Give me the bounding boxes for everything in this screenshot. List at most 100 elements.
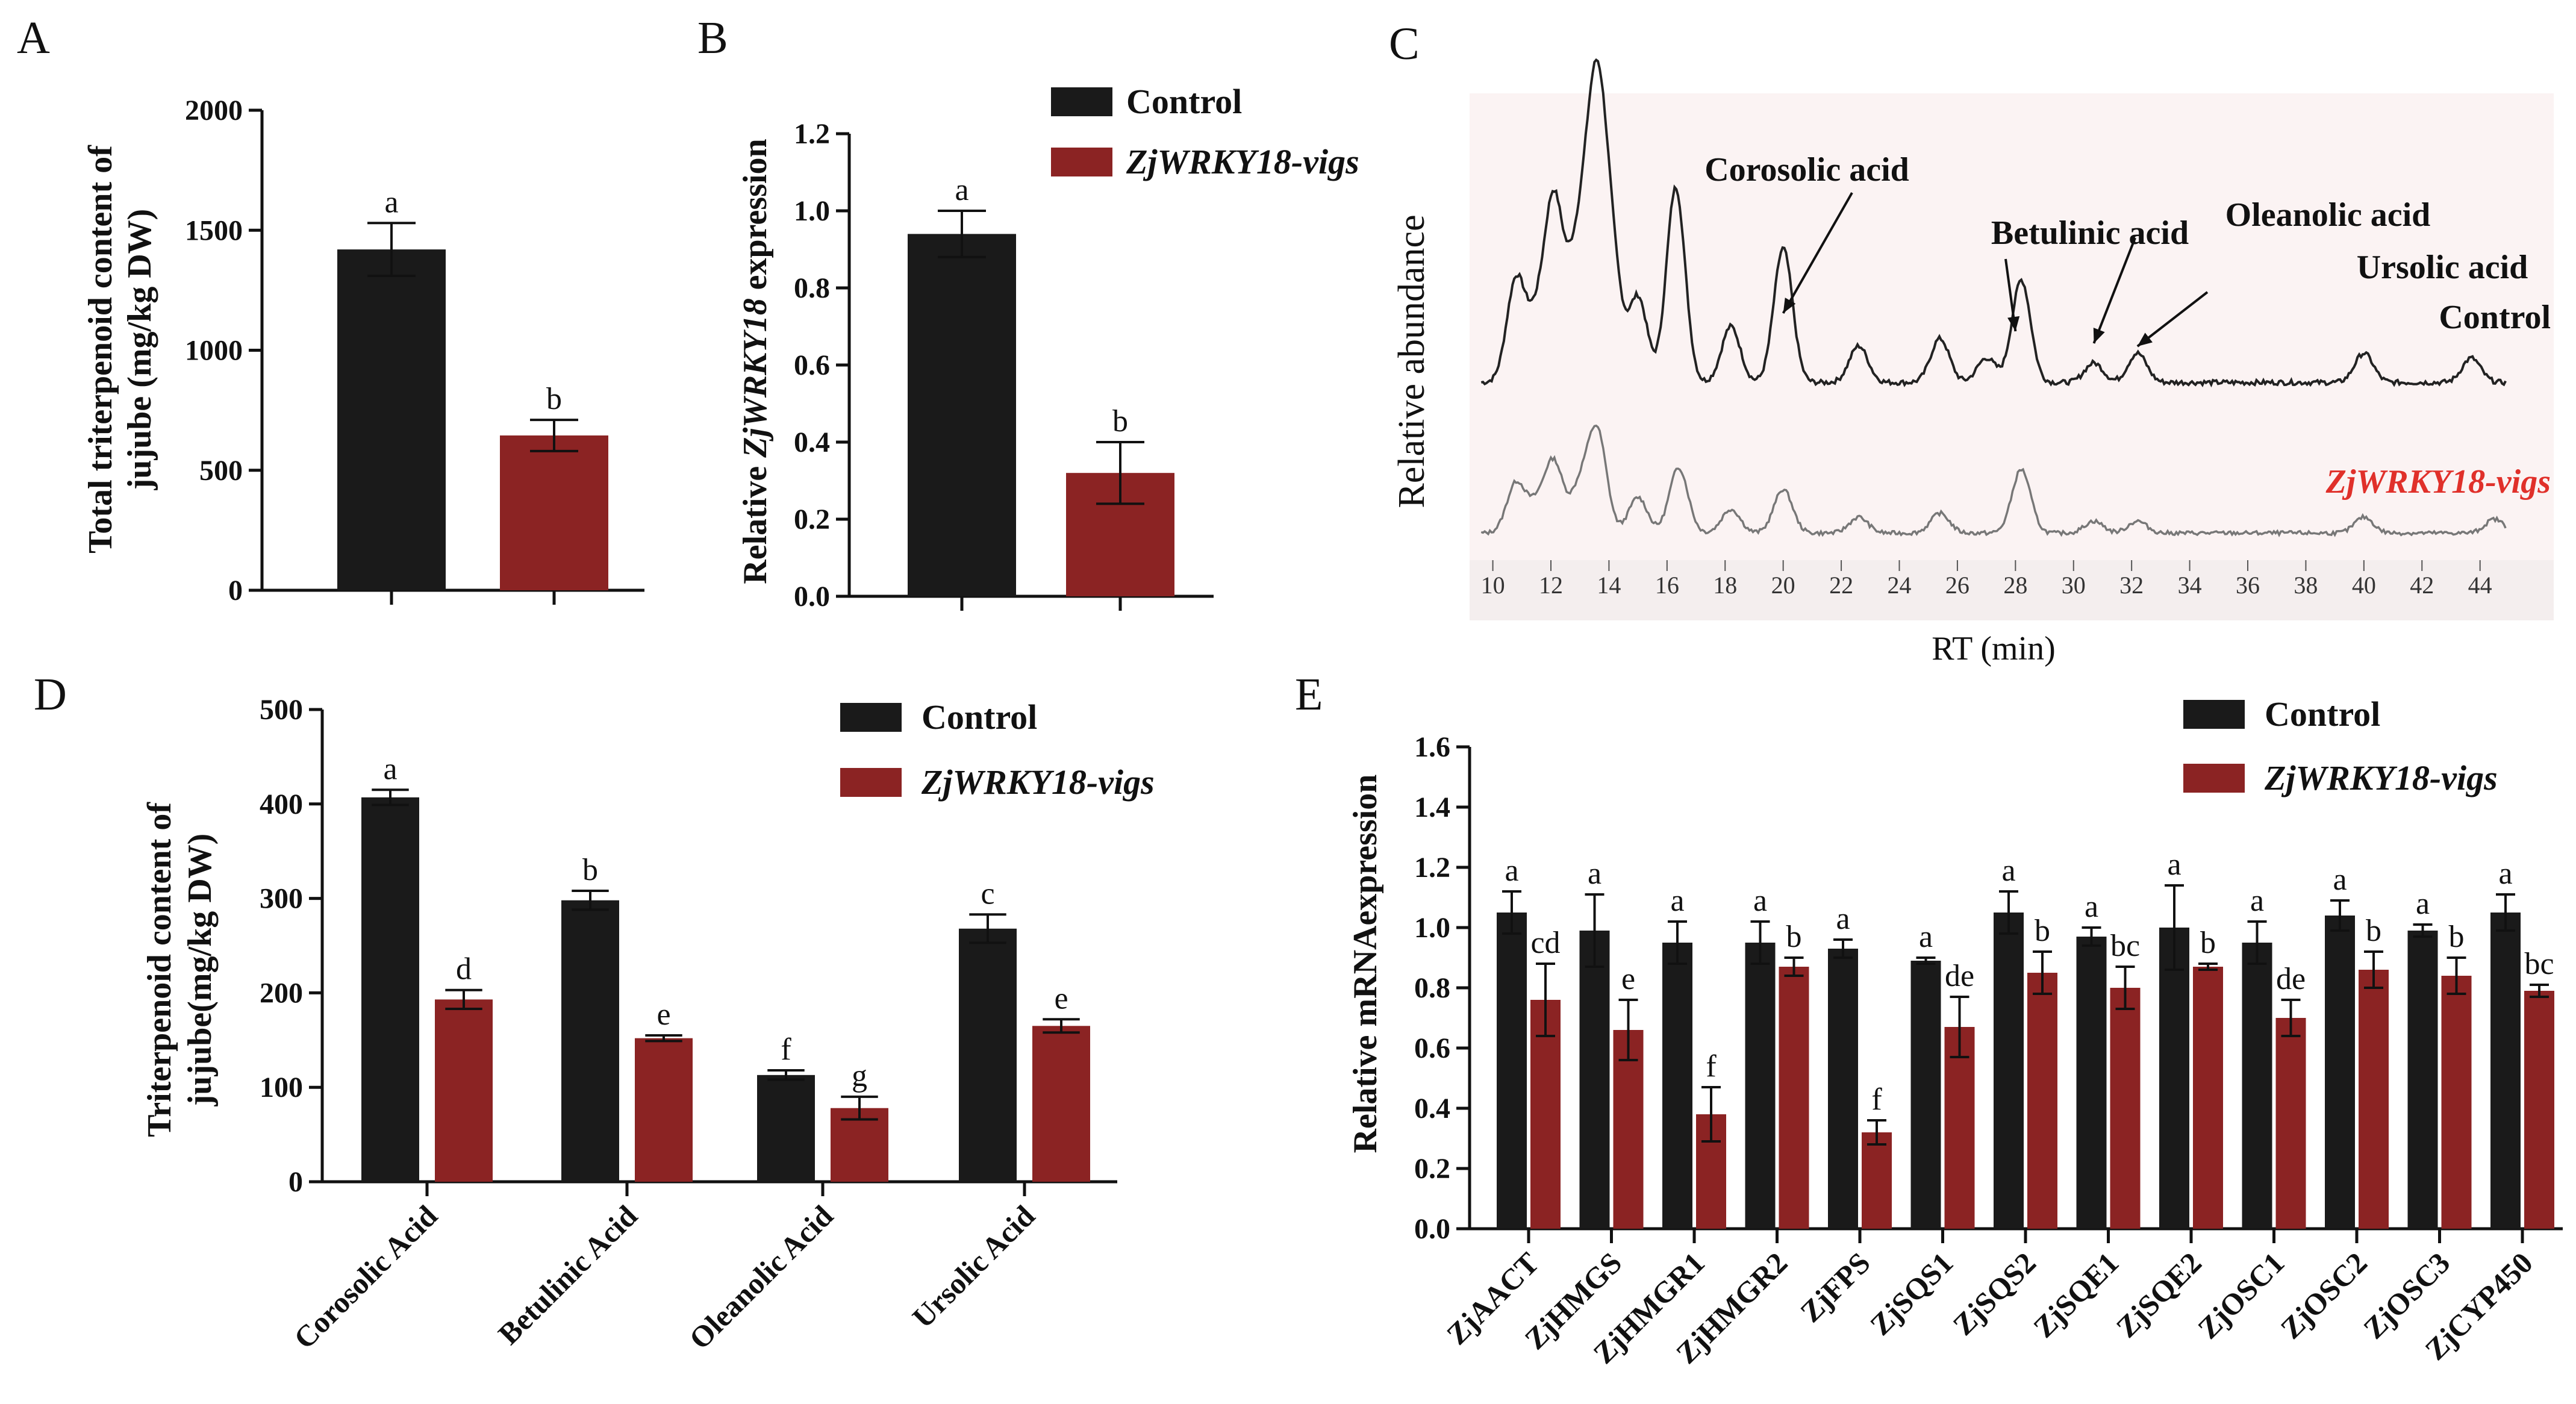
peak-label: Oleanolic acid — [2225, 196, 2431, 234]
rt-tick-label: 10 — [1481, 572, 1505, 599]
legend-d-swatch-vigs — [840, 768, 902, 797]
panel-d-xtick-label: Betulinic Acid — [491, 1199, 644, 1351]
panel-b-y-ticks: 0.0 0.2 0.4 0.6 0.8 1.0 1.2 — [794, 118, 1214, 613]
panel-a-bar-chart: Total triterpenoid content of jujube (mg… — [82, 95, 644, 607]
panel-b-ytick-label: 0.2 — [794, 504, 830, 535]
panel-e-bar — [2407, 931, 2438, 1229]
peak-arrow-head — [2093, 328, 2105, 343]
rt-tick-label: 16 — [1655, 572, 1679, 599]
panel-c-xlabel: RT (min) — [1932, 630, 2056, 667]
panel-e-xtick-label: ZjFPS — [1794, 1246, 1877, 1329]
panel-e-bar — [1530, 1000, 1561, 1229]
panel-b-ytick-label: 1.2 — [794, 118, 830, 150]
legend-b-swatch-vigs — [1051, 148, 1112, 176]
panel-e-xtick-label: ZjSQE2 — [2109, 1246, 2207, 1344]
rt-tick-label: 32 — [2119, 572, 2144, 599]
panel-e-bar-chart: Relative mRNAexpression 0.0 0.2 0.4 0.6 0.8 1… — [1347, 694, 2563, 1370]
panel-b-ytick-label: 0.6 — [794, 349, 830, 381]
panel-e-sig-letter: a — [1919, 920, 1933, 954]
peak-arrow-head — [2007, 316, 2020, 331]
panel-e-ylabel: Relative mRNAexpression — [1347, 775, 1384, 1153]
rt-tick-label: 38 — [2294, 572, 2318, 599]
panel-e-sig-letter: e — [1621, 962, 1635, 996]
panel-d-sig-letter: e — [1054, 981, 1068, 1016]
panel-d-bar — [757, 1075, 815, 1182]
panel-e-sig-letter: a — [1505, 853, 1518, 888]
panel-e-ytick-label: 0.0 — [1414, 1213, 1450, 1245]
panel-b-sig-letter: b — [1112, 404, 1128, 438]
panel-e-bar — [1944, 1027, 1975, 1229]
panel-d-ylabel-line1: Triterpenoid content of — [141, 802, 178, 1137]
panel-e-bar — [1613, 1030, 1644, 1229]
panel-e-bar — [2076, 937, 2107, 1229]
panel-a-bars: ab — [337, 185, 608, 605]
panel-e-ytick-label: 1.0 — [1414, 912, 1450, 944]
peak-arrow-head — [2137, 332, 2153, 346]
panel-c-chromatogram: Relative abundance 10 12 14 16 18 20 22 24 26 28 3… — [1391, 58, 2554, 667]
panel-letter-d: D — [34, 669, 67, 720]
panel-e-ytick-label: 0.2 — [1414, 1153, 1450, 1185]
panel-e-sig-letter: a — [1670, 884, 1684, 918]
panel-e-bar — [2242, 943, 2272, 1229]
rt-tick-label: 42 — [2410, 572, 2434, 599]
peak-arrow-line — [2092, 237, 2136, 344]
panel-d-sig-letter: b — [582, 853, 598, 887]
panel-d-ytick-label: 300 — [260, 883, 303, 915]
panel-d-ylabel-line2: jujube(mg/kg DW) — [181, 834, 219, 1107]
peak-label: Corosolic acid — [1704, 151, 1909, 189]
panel-e-ytick-label: 0.6 — [1414, 1032, 1450, 1064]
peak-arrow-line — [1782, 192, 1853, 314]
rt-tick-label: 22 — [1829, 572, 1853, 599]
panel-d-bar-chart: Triterpenoid content of jujube(mg/kg DW)… — [141, 694, 1155, 1356]
legend-d-swatch-control — [840, 703, 902, 732]
panel-e-ytick-label: 1.2 — [1414, 852, 1450, 884]
rt-axis-band — [1470, 560, 2554, 620]
panel-d-bar — [435, 999, 493, 1182]
panel-e-bar — [1779, 967, 1809, 1229]
panel-e-xtick-label: ZjSQS1 — [1863, 1246, 1959, 1341]
panel-e-sig-letter: b — [1786, 920, 1802, 954]
panel-e-bar — [2027, 973, 2057, 1229]
panel-a-ytick-label: 1000 — [185, 335, 243, 367]
panel-d-bar — [1032, 1026, 1090, 1182]
panel-d-ytick-label: 200 — [260, 977, 303, 1009]
panel-d-ytick-label: 0 — [288, 1166, 303, 1198]
rt-tick-label: 44 — [2468, 572, 2492, 599]
panel-e-bar — [1910, 961, 1941, 1229]
rt-tick-label: 14 — [1597, 572, 1621, 599]
panel-e-sig-letter: b — [2200, 926, 2216, 960]
panel-b-ytick-label: 0.0 — [794, 581, 830, 613]
panel-d-bar — [361, 797, 419, 1182]
panel-d-bar — [635, 1038, 693, 1182]
panel-b-ytick-label: 1.0 — [794, 195, 830, 227]
rt-tick-label: 28 — [2003, 572, 2027, 599]
panel-d-xtick-label: Ursolic Acid — [906, 1199, 1041, 1334]
peak-label: Betulinic acid — [1991, 214, 2189, 252]
panel-b-ylabel-prefix: Relative — [737, 458, 774, 584]
panel-e-sig-letter: a — [1836, 902, 1850, 936]
panel-b-ylabel-gene: ZjWRKY18 — [737, 298, 774, 458]
panel-d-bar — [561, 900, 619, 1182]
panel-e-bar — [2490, 913, 2521, 1229]
peak-arrow-line — [2136, 291, 2209, 348]
panel-b-ylabel: Relative ZjWRKY18 expression — [737, 139, 774, 584]
panel-e-sig-letter: de — [2276, 962, 2306, 996]
rt-tick-label: 20 — [1771, 572, 1795, 599]
legend-e-swatch-vigs — [2183, 764, 2245, 793]
panel-b-bar-chart: Relative ZjWRKY18 expression 0.0 0.2 0.4 0.… — [737, 82, 1359, 613]
rt-tick-label: 34 — [2178, 572, 2202, 599]
panel-d-bar — [959, 928, 1017, 1182]
panel-e-sig-letter: a — [2001, 853, 2015, 888]
rt-tick-label: 12 — [1539, 572, 1563, 599]
panel-letter-a: A — [17, 13, 50, 63]
panel-a-ytick-label: 2000 — [185, 95, 243, 126]
panel-e-xtick-label: ZjOSC1 — [2191, 1246, 2291, 1345]
panel-b-ytick-label: 0.4 — [794, 426, 830, 458]
panel-e-sig-letter: de — [1945, 959, 1974, 993]
trace-label-vigs: ZjWRKY18-vigs — [2325, 463, 2551, 501]
panel-d-sig-letter: e — [656, 997, 670, 1032]
panel-d-ytick-label: 400 — [260, 788, 303, 820]
panel-d-ytick-label: 500 — [260, 694, 303, 726]
rt-tick-label: 18 — [1713, 572, 1737, 599]
